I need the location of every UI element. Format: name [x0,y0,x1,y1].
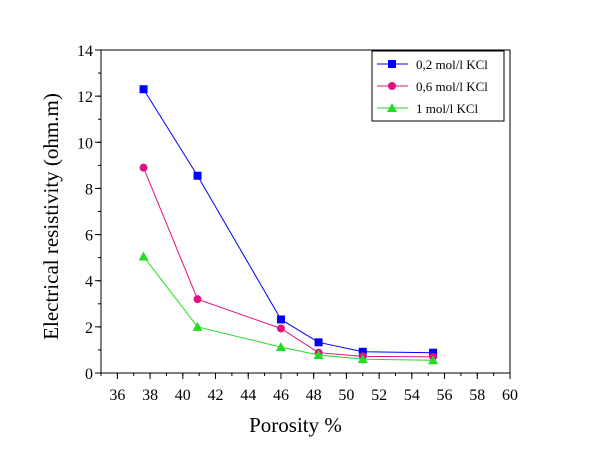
x-axis-title: Porosity % [249,413,342,437]
y-tick-label: 4 [85,274,93,291]
x-tick-label: 42 [208,387,224,404]
series-line [143,167,434,358]
x-tick-label: 54 [404,387,420,404]
x-tick-label: 44 [240,387,256,404]
data-point [313,350,324,360]
legend-label: 0,6 mol/l KCl [416,79,488,94]
x-tick-label: 52 [371,387,387,404]
x-tick-label: 60 [502,387,518,404]
legend: 0,2 mol/l KCl 0,6 mol/l KCl 1 mol/l KCl [371,50,505,122]
series-line [143,88,434,354]
series-line [143,256,434,361]
data-point [314,338,323,347]
data-point [428,355,439,365]
x-tick-label: 56 [437,387,453,404]
plot-area-series [138,85,439,365]
x-tick-label: 38 [142,387,158,404]
data-point [276,315,285,324]
x-tick-label: 46 [273,387,289,404]
data-point [357,354,368,364]
x-tick-label: 58 [469,387,485,404]
legend-label: 1 mol/l KCl [416,101,479,116]
y-tick-label: 6 [85,228,93,245]
y-tick-label: 14 [77,43,93,60]
x-tick-label: 50 [338,387,354,404]
data-point [193,171,202,180]
y-tick-label: 0 [85,366,93,383]
series-3 [138,251,439,365]
data-point [139,85,148,94]
data-point [193,295,202,304]
data-point [275,342,286,352]
series-1 [139,85,438,357]
legend-label: 0,2 mol/l KCl [416,57,488,72]
x-tick-label: 48 [306,387,322,404]
legend-marker [388,82,396,90]
y-axis-title: Electrical resistivity (ohm.m) [39,93,63,340]
y-tick-label: 2 [85,320,93,337]
legend-marker [387,103,397,112]
data-point [192,321,203,331]
data-point [276,324,285,333]
data-point [138,251,149,261]
y-tick-label: 12 [77,89,93,106]
x-tick-label: 40 [175,387,191,404]
legend-marker [388,60,396,68]
x-tick-label: 36 [109,387,125,404]
data-point [139,163,148,172]
series-2 [139,163,438,361]
data-point [429,348,438,357]
y-tick-label: 8 [85,181,93,198]
data-point [358,347,367,356]
y-tick-label: 10 [77,135,93,152]
